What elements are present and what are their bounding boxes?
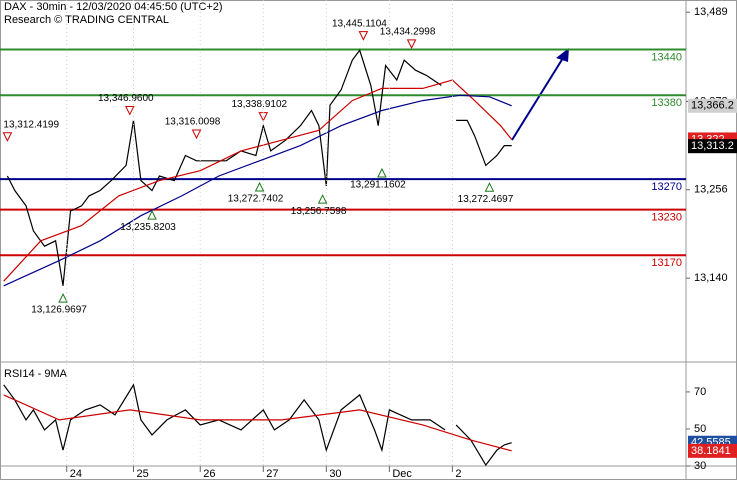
- annotation-label: 13,346.9600: [98, 93, 154, 104]
- level-label: 13440: [651, 51, 682, 63]
- y-tick-label: 13,140: [694, 272, 728, 284]
- annotation-marker: [191, 129, 202, 140]
- level-label: 13270: [651, 181, 682, 193]
- series-line: [6, 49, 512, 286]
- chart-title: DAX - 30min - 12/03/2020 04:45:50 (UTC+2…: [4, 1, 223, 13]
- annotation-marker: [317, 194, 328, 204]
- annotation-label: 13,126.9697: [31, 305, 87, 316]
- x-tick-label: Dec: [392, 468, 412, 480]
- level-label: 13170: [651, 257, 682, 269]
- annotation-marker: [406, 39, 417, 49]
- series-line: [3, 394, 512, 452]
- annotation-marker: [358, 31, 369, 41]
- last-value-label: 13,313.2: [691, 140, 734, 152]
- last-value-box: [688, 139, 737, 154]
- annotation-label: 13,316.0098: [165, 117, 221, 128]
- x-tick-label: 30: [329, 468, 341, 480]
- annotation-marker: [377, 167, 387, 178]
- annotation-marker: [254, 181, 265, 192]
- annotation-label: 13,291.1602: [350, 180, 406, 191]
- chart-subtitle: Research © TRADING CENTRAL: [4, 14, 169, 26]
- annotation-label: 13,434.2998: [380, 27, 436, 38]
- annotation-label: 13,235.8203: [120, 222, 176, 233]
- y-tick-label: 70: [694, 386, 706, 398]
- y-tick-label: 30: [694, 460, 706, 472]
- annotation-marker: [2, 132, 13, 142]
- x-tick-label: 26: [203, 468, 215, 480]
- annotation-label: 13,272.7402: [228, 194, 284, 205]
- x-tick-label: 27: [266, 468, 278, 480]
- rsi-title: RSI14 - 9MA: [4, 368, 68, 380]
- annotation-marker: [484, 182, 495, 192]
- annotation-label: 13,338.9102: [231, 99, 287, 110]
- trend-arrow: [511, 48, 569, 141]
- annotation-marker: [147, 210, 157, 220]
- y-tick-label: 50: [694, 423, 706, 435]
- series-line: [3, 79, 513, 282]
- annotation-label: 13,272.4697: [458, 194, 514, 205]
- annotation-label: 13,256.7598: [291, 206, 347, 217]
- annotation-label: 13,312.4199: [3, 119, 59, 130]
- level-label: 13380: [651, 97, 682, 109]
- y-tick-label: 13,256: [694, 184, 728, 196]
- annotation-marker: [58, 292, 68, 303]
- annotation-label: 13,445.1104: [332, 18, 387, 29]
- x-tick-label: 25: [136, 468, 148, 480]
- series-line: [3, 94, 512, 287]
- level-label: 13230: [651, 211, 682, 223]
- last-value-label: 13,366.2: [691, 100, 734, 112]
- x-tick-label: 24: [70, 468, 82, 480]
- series-line: [3, 383, 512, 467]
- x-tick-label: 2: [455, 468, 461, 480]
- last-value-box: [688, 98, 737, 113]
- last-value-label: 38.1841: [691, 445, 731, 457]
- last-value-box: [688, 443, 737, 458]
- annotation-marker: [124, 105, 135, 116]
- y-tick-label: 13,489: [694, 6, 728, 18]
